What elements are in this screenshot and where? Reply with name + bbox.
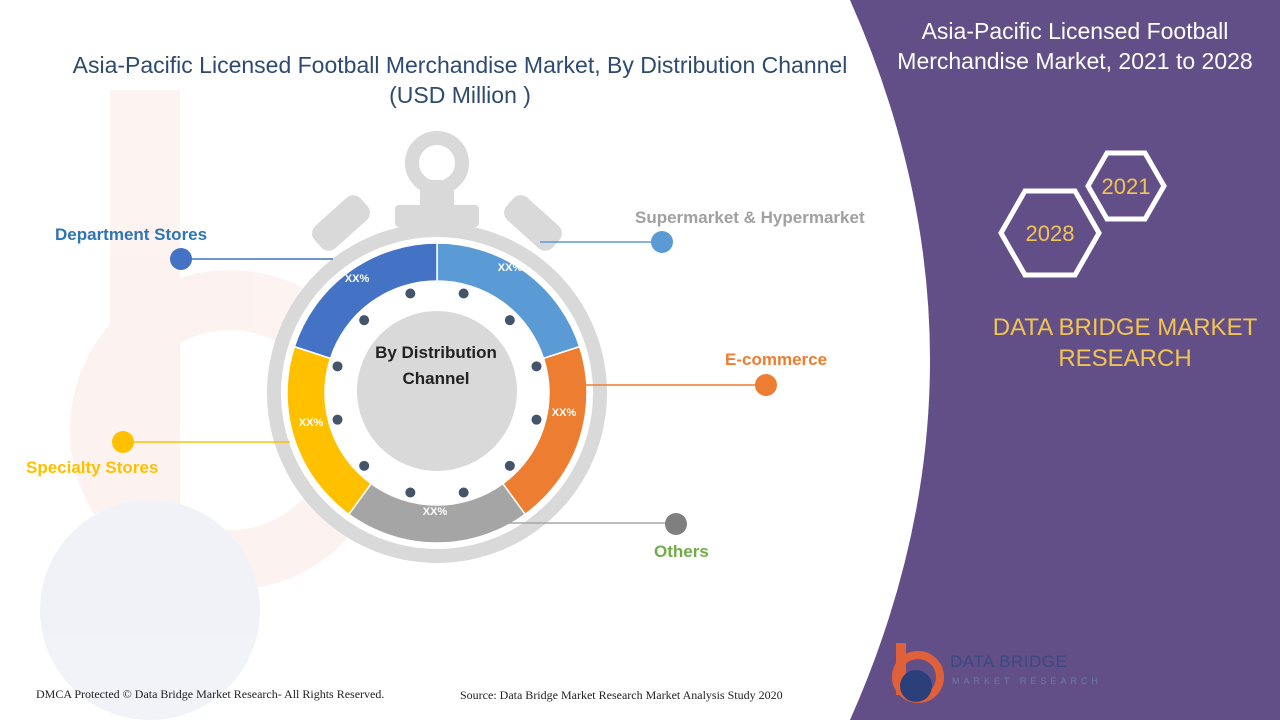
dial-dot xyxy=(332,414,343,425)
legend-supermarket-hypermarket: Supermarket & Hypermarket xyxy=(635,208,865,227)
leader-specialty xyxy=(112,431,290,453)
logo-name: DATA BRIDGE xyxy=(950,652,1068,671)
seg-label-value-ecommerce: XX% xyxy=(552,407,577,419)
seg-label-value-specialty: XX% xyxy=(299,417,324,429)
footer-source: Source: Data Bridge Market Research Mark… xyxy=(460,688,783,702)
dial-dot xyxy=(458,487,469,498)
page-title-line2: (USD Million ) xyxy=(389,82,531,108)
dial-dot xyxy=(359,460,370,471)
logo-subtitle: MARKET RESEARCH xyxy=(952,676,1102,686)
center-label: By Distribution Channel xyxy=(356,340,516,392)
center-disc xyxy=(357,311,517,471)
dial-dot xyxy=(332,361,343,372)
page-title: Asia-Pacific Licensed Football Merchandi… xyxy=(40,50,880,110)
center-label-line2: Channel xyxy=(402,369,470,388)
legend-ecommerce: E-commerce xyxy=(725,350,828,369)
legend-others: Others xyxy=(654,542,709,561)
dial-dot xyxy=(531,361,542,372)
leader-supermarket xyxy=(540,231,673,253)
side-title-line1: Asia-Pacific Licensed Football xyxy=(921,18,1229,44)
footer-copyright: DMCA Protected © Data Bridge Market Rese… xyxy=(36,687,385,701)
dial-dot xyxy=(504,315,515,326)
side-panel-title: Asia-Pacific Licensed Football Merchandi… xyxy=(870,16,1280,76)
dial-dot xyxy=(405,288,416,299)
dial-dot xyxy=(504,460,515,471)
legend-specialty-stores: Specialty Stores xyxy=(26,458,159,477)
brand-line1: DATA BRIDGE MARKET xyxy=(992,314,1258,341)
dial-dot xyxy=(531,414,542,425)
legend-department-stores: Department Stores xyxy=(55,225,208,244)
leader-ecommerce xyxy=(585,374,777,396)
hexagon-2021-shape xyxy=(1085,150,1167,222)
dial-dot xyxy=(359,315,370,326)
dial-dots xyxy=(332,288,542,498)
side-panel-shape xyxy=(850,0,1280,720)
watermark xyxy=(40,90,390,720)
leader-others xyxy=(500,513,687,535)
data-bridge-logo-icon xyxy=(892,643,944,703)
hexagon-2028-shape xyxy=(998,188,1102,278)
leader-dept-stores xyxy=(170,248,333,270)
dial-dot xyxy=(405,487,416,498)
hex-start-year: 2021 xyxy=(1102,174,1151,199)
brand-line2: RESEARCH xyxy=(1058,345,1192,372)
seg-label-value-others: XX% xyxy=(423,506,448,518)
brand-name: DATA BRIDGE MARKET RESEARCH xyxy=(980,312,1270,374)
center-label-line1: By Distribution xyxy=(375,343,497,362)
side-title-line2: Merchandise Market, 2021 to 2028 xyxy=(897,48,1253,74)
dial-dot xyxy=(458,288,469,299)
hex-end-year: 2028 xyxy=(1026,221,1075,246)
seg-label-value-supermarket: XX% xyxy=(498,262,523,274)
seg-label-value-dept: XX% xyxy=(345,273,370,285)
page-title-line1: Asia-Pacific Licensed Football Merchandi… xyxy=(72,52,848,78)
